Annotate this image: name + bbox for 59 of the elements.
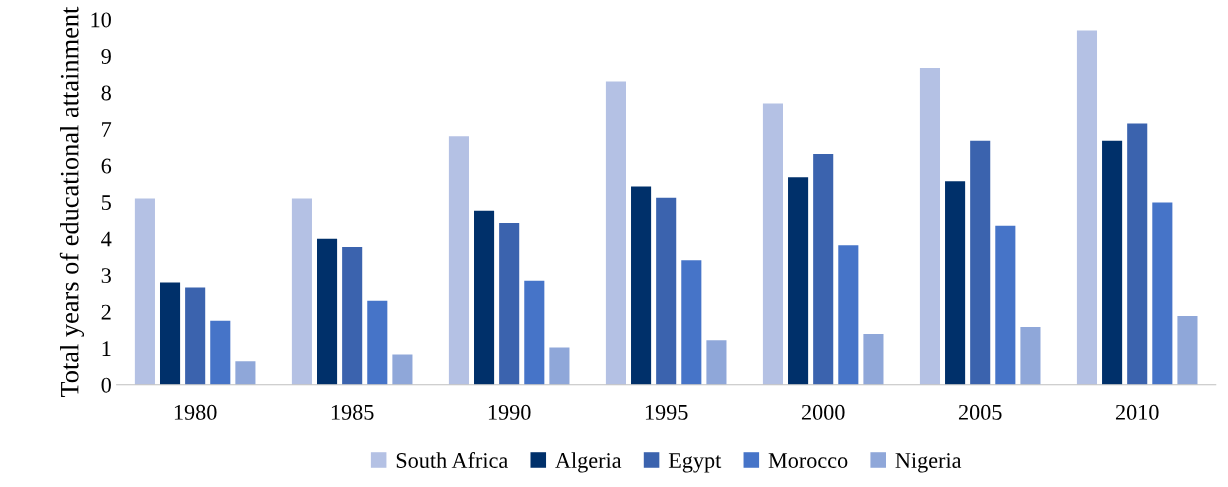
x-tick-label: 1980 [174,404,217,420]
legend-label: Nigeria [895,453,962,473]
bar [656,197,677,385]
y-axis-title: Total years of educational attainment [59,6,85,398]
bar [919,68,941,385]
y-tick-label: 3 [101,268,111,284]
x-tick-label: 2005 [958,404,1002,420]
y-tick-label: 5 [101,195,111,211]
bar [1177,316,1198,385]
bar [995,225,1016,385]
bar [706,340,727,385]
bar [1152,202,1173,385]
legend-label: Algeria [555,452,622,473]
bar [524,280,545,385]
y-tick-label: 4 [101,231,112,247]
x-tick-label: 1985 [331,404,374,420]
y-tick-label: 6 [101,158,112,174]
bar [342,247,363,385]
bar [863,333,884,385]
bar [970,140,991,385]
bar [499,222,520,385]
legend-label: Morocco [768,453,848,468]
bar [788,177,809,385]
y-tick-label: 1 [102,341,111,356]
bar [448,136,469,385]
bar [474,210,495,385]
bar [317,238,338,385]
bar [159,282,181,385]
y-tick-label: 8 [101,85,111,101]
bar [1020,327,1041,385]
legend-label: South Africa [396,452,508,468]
x-tick-label: 2010 [1115,404,1159,420]
bar [631,186,652,385]
bar [762,103,783,385]
bar [813,153,834,385]
bar [392,354,413,385]
bar [210,320,231,385]
x-tick-label: 1990 [488,404,531,420]
bar [681,260,702,385]
y-tick-label: 10 [91,12,111,28]
bar [1102,140,1123,385]
bar [185,287,206,385]
bar [838,245,859,385]
bar [1127,123,1148,385]
bar [367,300,388,385]
x-tick-label: 2000 [801,404,845,420]
y-tick-label: 0 [101,377,111,393]
legend-label: Egypt [668,453,722,473]
bar [549,347,570,385]
bar [605,81,626,385]
y-tick-label: 2 [101,304,111,320]
x-tick-label: 1995 [645,404,688,420]
y-tick-label: 7 [102,122,112,137]
bar [134,198,155,385]
bar [1076,30,1098,385]
bar [945,181,966,385]
bar [291,198,312,385]
bar [235,361,256,385]
y-tick-label: 9 [101,49,111,64]
